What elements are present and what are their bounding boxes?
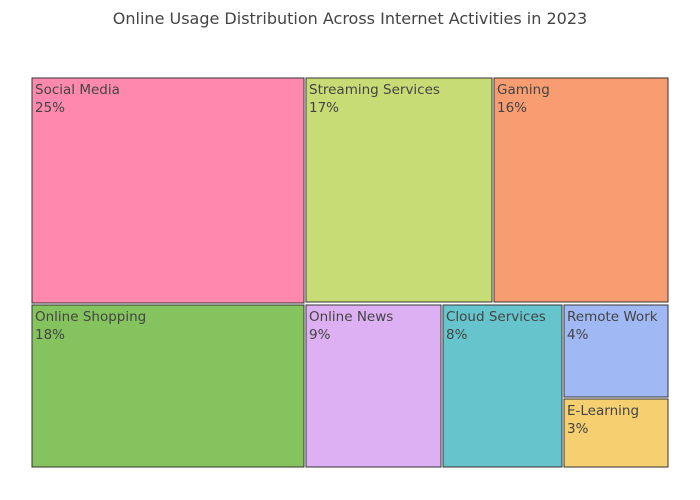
tile-e-learning[interactable]: E-Learning 3% [563, 398, 669, 468]
tile-value-gaming: 16% [497, 100, 527, 116]
tile-online-shopping[interactable]: Online Shopping 18% [31, 304, 305, 468]
tile-value-e-learning: 3% [567, 421, 589, 437]
tile-rect-social-media[interactable] [31, 77, 305, 304]
tile-label-social-media: Social Media [35, 82, 120, 98]
tile-value-online-news: 9% [309, 327, 331, 343]
tile-value-cloud-services: 8% [446, 327, 468, 343]
tile-label-online-news: Online News [309, 309, 393, 325]
tile-rect-online-shopping[interactable] [31, 304, 305, 468]
tile-remote-work[interactable]: Remote Work 4% [563, 304, 669, 398]
tile-rect-online-news[interactable] [305, 304, 442, 468]
tile-rect-cloud-services[interactable] [442, 304, 563, 468]
tile-value-online-shopping: 18% [35, 327, 65, 343]
tile-label-e-learning: E-Learning [567, 403, 639, 419]
tile-rect-e-learning[interactable] [563, 398, 669, 468]
tile-rect-gaming[interactable] [493, 77, 669, 303]
tile-label-online-shopping: Online Shopping [35, 309, 146, 325]
tile-online-news[interactable]: Online News 9% [305, 304, 442, 468]
tile-rect-streaming-services[interactable] [305, 77, 493, 303]
tile-label-gaming: Gaming [497, 82, 550, 98]
tile-value-remote-work: 4% [567, 327, 589, 343]
tile-label-remote-work: Remote Work [567, 309, 658, 325]
tile-label-streaming-services: Streaming Services [309, 82, 440, 98]
tile-gaming[interactable]: Gaming 16% [493, 77, 669, 303]
tile-label-cloud-services: Cloud Services [446, 309, 546, 325]
tile-cloud-services[interactable]: Cloud Services 8% [442, 304, 563, 468]
tile-streaming-services[interactable]: Streaming Services 17% [305, 77, 493, 303]
tile-value-streaming-services: 17% [309, 100, 339, 116]
chart-title: Online Usage Distribution Across Interne… [112, 9, 588, 28]
tile-social-media[interactable]: Social Media 25% [31, 77, 305, 304]
tile-rect-remote-work[interactable] [563, 304, 669, 398]
tile-value-social-media: 25% [35, 100, 65, 116]
